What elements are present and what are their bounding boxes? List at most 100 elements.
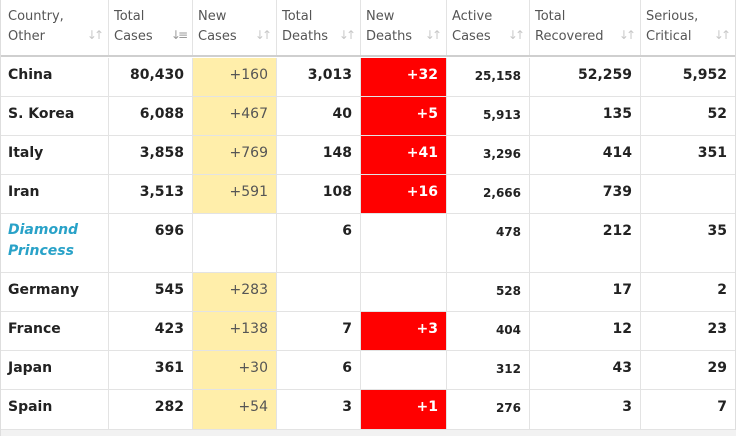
- country-name: S. Korea: [8, 106, 75, 122]
- sort-icon[interactable]: ↓↑: [618, 28, 636, 42]
- new-deaths-value: +32: [406, 67, 438, 83]
- new-cases-value: +30: [238, 360, 268, 376]
- sort-icon[interactable]: ↓↑: [86, 28, 104, 42]
- total-cases-cell: 282: [109, 390, 193, 429]
- country-name: China: [8, 67, 53, 83]
- country-name: Spain: [8, 399, 53, 415]
- total-cases-value: 3,513: [139, 184, 184, 200]
- active-cases-cell: 478: [447, 214, 530, 272]
- total-recovered-value: 414: [602, 145, 632, 161]
- serious-critical-value: 351: [697, 145, 727, 161]
- total-deaths-cell: 108: [277, 175, 361, 213]
- total-cases-value: 545: [154, 282, 184, 298]
- total-deaths-cell: 7: [277, 312, 361, 350]
- new-deaths-cell: +16: [361, 175, 447, 213]
- total-recovered-cell: 3: [530, 390, 641, 429]
- country-name: Italy: [8, 145, 44, 161]
- serious-critical-cell: 7: [641, 390, 735, 429]
- column-header-serious-critical[interactable]: Serious, Critical ↓↑: [641, 0, 735, 55]
- total-cases-cell: 696: [109, 214, 193, 272]
- table-row: Japan 361 +30 6 312 43 29: [1, 351, 735, 390]
- country-cell[interactable]: Spain: [1, 390, 109, 429]
- total-cases-value: 6,088: [139, 106, 184, 122]
- serious-critical-value: 7: [717, 399, 727, 415]
- serious-critical-cell: 35: [641, 214, 735, 272]
- column-header-total-cases[interactable]: Total Cases ↓≡: [109, 0, 193, 55]
- new-cases-value: +769: [229, 145, 268, 161]
- active-cases-cell: 2,666: [447, 175, 530, 213]
- table-row: Germany 545 +283 528 17 2: [1, 273, 735, 312]
- total-cases-cell: 3,858: [109, 136, 193, 174]
- country-cell[interactable]: Iran: [1, 175, 109, 213]
- country-cell[interactable]: Germany: [1, 273, 109, 311]
- country-cell[interactable]: S. Korea: [1, 97, 109, 135]
- new-cases-value: +54: [238, 399, 268, 415]
- column-header-line1: Country,: [8, 9, 64, 24]
- serious-critical-value: 23: [707, 321, 727, 337]
- column-header-line1: New: [198, 9, 227, 24]
- serious-critical-value: 52: [707, 106, 727, 122]
- new-deaths-cell: +3: [361, 312, 447, 350]
- total-recovered-value: 52,259: [577, 67, 632, 83]
- total-recovered-value: 3: [622, 399, 632, 415]
- sort-icon[interactable]: ↓↑: [338, 28, 356, 42]
- sort-icon[interactable]: ↓↑: [507, 28, 525, 42]
- country-cell[interactable]: China: [1, 58, 109, 96]
- column-header-country[interactable]: Country, Other ↓↑: [1, 0, 109, 55]
- new-cases-cell: +467: [193, 97, 277, 135]
- total-recovered-cell: 43: [530, 351, 641, 389]
- sort-icon[interactable]: ↓↑: [254, 28, 272, 42]
- sort-descending-icon[interactable]: ↓≡: [170, 28, 188, 42]
- column-header-new-cases[interactable]: New Cases ↓↑: [193, 0, 277, 55]
- new-deaths-value: +16: [406, 184, 438, 200]
- new-cases-cell: +54: [193, 390, 277, 429]
- active-cases-cell: 3,296: [447, 136, 530, 174]
- country-cell[interactable]: Italy: [1, 136, 109, 174]
- total-recovered-cell: 17: [530, 273, 641, 311]
- total-cases-value: 282: [154, 399, 184, 415]
- country-cell[interactable]: France: [1, 312, 109, 350]
- new-deaths-cell: +41: [361, 136, 447, 174]
- table-header-row: Country, Other ↓↑ Total Cases ↓≡ New Cas…: [1, 0, 735, 57]
- country-cell[interactable]: Diamond Princess: [1, 214, 109, 272]
- total-deaths-cell: 148: [277, 136, 361, 174]
- total-recovered-cell: 135: [530, 97, 641, 135]
- total-cases-cell: 80,430: [109, 58, 193, 96]
- country-name: France: [8, 321, 61, 337]
- column-header-line2: Cases: [114, 29, 153, 44]
- total-cases-cell: 545: [109, 273, 193, 311]
- serious-critical-cell: 5,952: [641, 58, 735, 96]
- total-cases-cell: 361: [109, 351, 193, 389]
- horizontal-scrollbar-track[interactable]: [1, 430, 736, 436]
- total-cases-value: 80,430: [129, 67, 184, 83]
- active-cases-value: 3,296: [483, 147, 521, 161]
- country-name: Iran: [8, 184, 40, 200]
- active-cases-value: 528: [495, 284, 521, 298]
- total-cases-cell: 423: [109, 312, 193, 350]
- column-header-total-recovered[interactable]: Total Recovered ↓↑: [530, 0, 641, 55]
- total-cases-value: 3,858: [139, 145, 184, 161]
- serious-critical-value: 29: [707, 360, 727, 376]
- country-cell[interactable]: Japan: [1, 351, 109, 389]
- total-deaths-value: 108: [322, 184, 352, 200]
- new-cases-cell: +30: [193, 351, 277, 389]
- column-header-line1: New: [366, 9, 395, 24]
- country-link[interactable]: Diamond Princess: [8, 222, 79, 259]
- new-deaths-cell: +1: [361, 390, 447, 429]
- sort-icon[interactable]: ↓↑: [424, 28, 442, 42]
- column-header-line2: Deaths: [366, 29, 413, 44]
- column-header-line2: Cases: [198, 29, 237, 44]
- total-recovered-cell: 52,259: [530, 58, 641, 96]
- serious-critical-cell: 29: [641, 351, 735, 389]
- column-header-total-deaths[interactable]: Total Deaths ↓↑: [277, 0, 361, 55]
- total-recovered-value: 739: [602, 184, 632, 200]
- column-header-new-deaths[interactable]: New Deaths ↓↑: [361, 0, 447, 55]
- sort-icon[interactable]: ↓↑: [713, 28, 731, 42]
- active-cases-cell: 5,913: [447, 97, 530, 135]
- total-recovered-value: 135: [602, 106, 632, 122]
- new-deaths-value: +5: [416, 106, 438, 122]
- serious-critical-value: 35: [707, 223, 727, 239]
- column-header-active-cases[interactable]: Active Cases ↓↑: [447, 0, 530, 55]
- new-deaths-cell: [361, 273, 447, 311]
- total-deaths-cell: 3,013: [277, 58, 361, 96]
